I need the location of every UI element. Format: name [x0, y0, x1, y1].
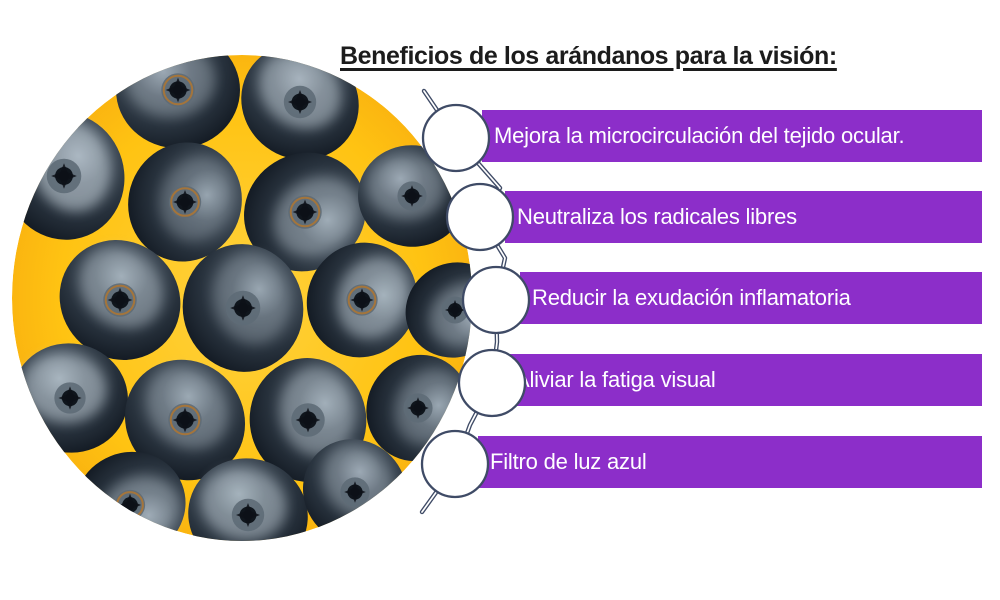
blueberry: [12, 112, 125, 240]
benefit-label: Reducir la exudación inflamatoria: [532, 285, 851, 310]
benefit-bar-4: Aliviar la fatiga visual: [503, 354, 982, 406]
blueberry: [74, 451, 186, 541]
benefit-bar-3: Reducir la exudación inflamatoria: [520, 272, 982, 324]
benefit-label: Filtro de luz azul: [490, 449, 647, 474]
blueberry: [188, 458, 308, 541]
blueberry: [116, 55, 240, 149]
benefit-label: Aliviar la fatiga visual: [515, 367, 716, 392]
blueberry: [405, 262, 472, 358]
blueberries-photo: [12, 55, 472, 541]
page-title: Beneficios de los arándanos para la visi…: [340, 42, 837, 70]
benefit-label: Mejora la microcirculación del tejido oc…: [494, 123, 905, 148]
benefit-label: Neutraliza los radicales libres: [517, 204, 797, 229]
blueberry: [128, 142, 242, 262]
benefit-bar-2: Neutraliza los radicales libres: [505, 191, 982, 243]
blueberry: [182, 244, 304, 372]
blueberry: [366, 354, 470, 462]
eye-photo-icon: [445, 182, 515, 252]
blueberry: [302, 439, 408, 541]
blueberry: [59, 240, 181, 360]
blueberry: [358, 145, 466, 247]
eye-photo-icon: [421, 103, 491, 173]
benefit-bar-5: Filtro de luz azul: [478, 436, 982, 488]
blueberry: [306, 242, 418, 358]
blueberry: [12, 343, 128, 453]
blueberry: [244, 152, 366, 272]
blueberry: [124, 359, 246, 481]
blueberry: [249, 358, 367, 482]
benefit-bar-1: Mejora la microcirculación del tejido oc…: [482, 110, 982, 162]
